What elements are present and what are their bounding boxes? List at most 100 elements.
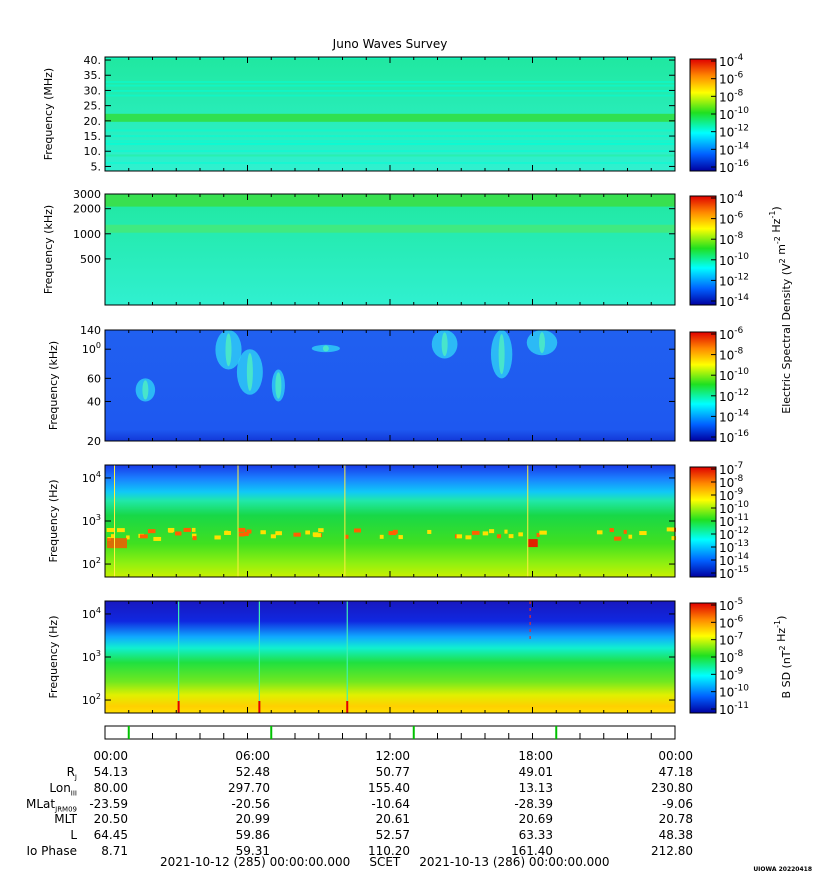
emission-speck <box>260 530 266 535</box>
emission-speck <box>243 532 249 537</box>
ephemeris-value: 49.01 <box>518 765 553 779</box>
colorbar-label: 10-4 <box>719 190 744 206</box>
colorbar-label: 10-10 <box>719 106 749 122</box>
ephemeris-label-subscript: III <box>70 789 77 798</box>
lfr-burst-core <box>322 345 329 352</box>
noise-band <box>105 135 675 138</box>
ephemeris-row: MLatJRM09 -23.59 -20.56 -10.64 -28.39 -9.06 <box>0 796 815 813</box>
emission-speck <box>471 530 480 535</box>
colorbar <box>689 466 717 578</box>
spectrogram-panel-2 <box>104 193 676 306</box>
ephemeris-label-subscript: JRM09 <box>55 804 77 813</box>
lfr-burst-core <box>142 380 149 400</box>
noise-band <box>105 161 675 164</box>
emission-speck <box>246 529 252 534</box>
emission-speck <box>353 528 361 533</box>
emission-speck <box>139 534 148 539</box>
emission-speck <box>671 536 677 541</box>
spectrogram-background <box>105 465 675 577</box>
colorbar-label: 10-8 <box>719 231 744 247</box>
emission-speck <box>312 532 319 537</box>
colorbar-label: 10-6 <box>719 614 744 630</box>
ephemeris-value: 212.80 <box>651 844 693 858</box>
emission-speck <box>496 534 502 539</box>
emission-speck <box>628 534 633 539</box>
impulse-peak <box>258 701 261 713</box>
emission-speck <box>275 531 282 536</box>
y-tick-label: 3000 <box>73 188 101 201</box>
emission-speck <box>504 529 508 534</box>
emission-speck <box>191 533 197 538</box>
emission-speck <box>153 536 162 541</box>
colorbar-label: 10-16 <box>719 159 749 175</box>
noise-band <box>105 89 675 92</box>
emission-speck <box>539 530 547 535</box>
emission-speck <box>183 527 191 532</box>
emission-speck <box>345 534 349 539</box>
ephemeris-value: 297.70 <box>228 780 270 795</box>
noise-band <box>105 129 675 132</box>
ephemeris-value: 20.50 <box>93 812 128 827</box>
impulse-peak <box>346 701 349 713</box>
emission-hotspot <box>527 539 538 548</box>
emission-speck <box>639 531 647 536</box>
colorbar-label: 10-16 <box>719 429 749 445</box>
ephemeris-value: 50.77 <box>375 765 410 779</box>
emission-speck <box>224 530 229 535</box>
lfr-burst-core <box>441 332 448 357</box>
y-tick-label: 103 <box>82 513 101 528</box>
colorbar-label: 10-10 <box>719 252 749 268</box>
ephemeris-label: RJ <box>66 765 77 782</box>
colorbar-label: 10-14 <box>719 408 749 424</box>
emission-speck <box>214 535 221 540</box>
emission-speck <box>666 527 675 532</box>
colorbar <box>689 331 717 442</box>
ephemeris-value: 18:00 <box>518 749 553 763</box>
ephemeris-value: 20.61 <box>375 812 410 827</box>
y-tick-label: 20 <box>87 435 101 448</box>
y-axis-label: Frequency (Hz) <box>47 480 60 563</box>
ephemeris-value: 155.40 <box>368 780 410 795</box>
ephemeris-label: MLT <box>54 812 77 827</box>
ephemeris-value: 48.38 <box>658 828 693 843</box>
ephemeris-value: 52.48 <box>235 765 270 779</box>
colorbar-label: 10-10 <box>719 684 749 700</box>
ephemeris-value: 20.99 <box>235 812 270 827</box>
ephemeris-label: L <box>70 828 77 843</box>
colorbar-title-electric: Electric Spectral Density (V2 m-2 Hz-1) <box>768 206 793 413</box>
y-tick-label: 1000 <box>73 228 101 241</box>
y-tick-label: 102 <box>82 692 101 707</box>
emission-speck <box>398 535 403 540</box>
y-tick-label: 140 <box>80 324 101 337</box>
emission-speck <box>623 529 627 534</box>
y-tick-label: 40. <box>84 54 102 67</box>
ephemeris-value: -20.56 <box>231 796 270 811</box>
colorbar-label: 10-9 <box>719 666 744 682</box>
ephemeris-value: 12:00 <box>375 749 410 763</box>
emission-speck <box>609 528 614 533</box>
colorbar-label: 10-8 <box>719 347 744 363</box>
emission-band-21mhz <box>105 113 675 122</box>
colorbar-label: 10-12 <box>719 388 749 404</box>
ephemeris-value: 20.69 <box>518 812 553 827</box>
colorbar-label: 10-8 <box>719 88 744 104</box>
ephemeris-row: LonIII 80.00 297.70 155.40 13.13 230.80 <box>0 780 815 798</box>
colorbar-label: 10-5 <box>719 597 743 613</box>
colorbar-label: 10-12 <box>719 272 749 288</box>
noise-band <box>105 81 675 84</box>
ephemeris-value: -9.06 <box>661 796 693 811</box>
ephemeris-value: -10.64 <box>371 796 410 811</box>
colorbar-title-magnetic: B SD (nT2 Hz-1) <box>773 616 793 699</box>
y-axis-label: Frequency (MHz) <box>42 68 55 160</box>
version-tag: UIOWA 20220418 <box>753 866 812 873</box>
y-tick-label: 30. <box>84 84 102 97</box>
noise-band <box>105 143 675 146</box>
ephemeris-table: 00:00 06:00 12:00 18:00 00:00 RJ 54.13 52.48 50.… <box>0 748 815 858</box>
ephemeris-value: 52.57 <box>375 828 410 843</box>
spectrogram-panel-4 <box>104 464 677 578</box>
ephemeris-row: RJ 54.13 52.48 50.77 49.01 47.18 <box>0 764 815 781</box>
noise-band <box>105 150 675 153</box>
emission-speck <box>536 532 540 537</box>
lfr-burst-core <box>498 334 505 375</box>
emission-speck <box>489 529 495 534</box>
